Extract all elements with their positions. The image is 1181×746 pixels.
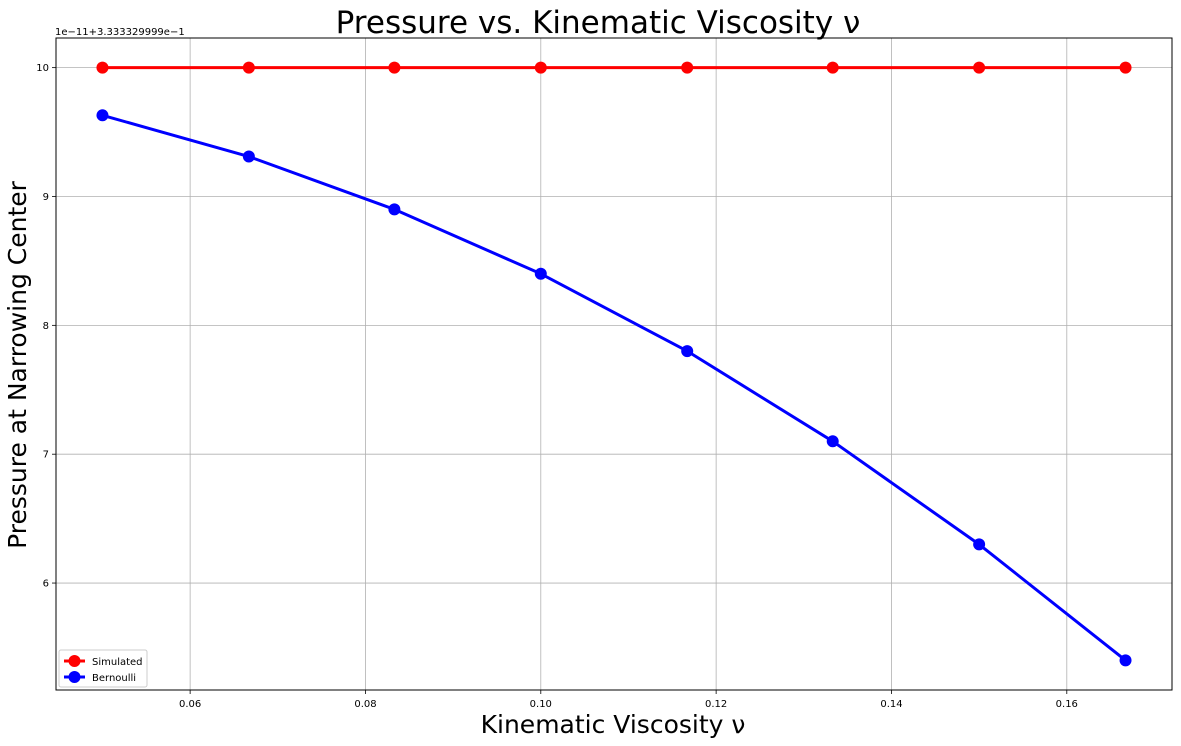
legend-marker-bernoulli — [68, 671, 81, 683]
data-point-bernoulli — [388, 203, 401, 216]
data-point-simulated — [534, 61, 547, 74]
y-tick-label: 8 — [43, 321, 49, 332]
x-tick-label: 0.10 — [530, 699, 552, 710]
y-tick-label: 9 — [43, 192, 49, 203]
series-simulated — [96, 61, 1132, 74]
y-tick-label: 6 — [43, 579, 49, 590]
x-tick-label: 0.08 — [354, 699, 376, 710]
data-point-bernoulli — [534, 267, 547, 280]
data-point-simulated — [242, 61, 255, 74]
legend: Simulated Bernoulli — [58, 649, 148, 688]
y-tick-label: 10 — [36, 63, 49, 74]
data-point-simulated — [96, 61, 109, 74]
data-point-bernoulli — [96, 109, 109, 122]
y-offset-label: 1e−11+3.333329999e−1 — [55, 27, 185, 38]
series-bernoulli — [96, 109, 1132, 667]
plot-frame — [55, 37, 1173, 691]
data-point-bernoulli — [1119, 654, 1132, 667]
x-tick-label: 0.06 — [179, 699, 201, 710]
data-point-simulated — [681, 61, 694, 74]
data-point-bernoulli — [826, 435, 839, 448]
series-layer — [96, 61, 1132, 667]
data-point-bernoulli — [242, 150, 255, 163]
x-axis-ticks: 0.06 0.08 0.10 0.12 0.14 0.16 — [179, 690, 1078, 710]
chart-title: Pressure vs. Kinematic Viscosity ν — [336, 5, 861, 41]
x-tick-label: 0.12 — [705, 699, 727, 710]
y-axis-ticks: 6 7 8 9 10 — [36, 63, 56, 590]
legend-label-simulated: Simulated — [92, 657, 143, 668]
data-point-simulated — [1119, 61, 1132, 74]
data-point-simulated — [973, 61, 986, 74]
data-point-bernoulli — [681, 345, 694, 358]
series-line-bernoulli — [102, 113, 1127, 662]
x-tick-label: 0.14 — [880, 699, 902, 710]
legend-marker-simulated — [68, 655, 81, 667]
x-axis-label: Kinematic Viscosity ν — [481, 710, 746, 739]
y-axis-label: Pressure at Narrowing Center — [3, 180, 32, 549]
x-tick-label: 0.16 — [1056, 699, 1078, 710]
legend-label-bernoulli: Bernoulli — [92, 673, 136, 684]
data-point-simulated — [826, 61, 839, 74]
y-tick-label: 7 — [43, 450, 49, 461]
data-point-bernoulli — [973, 538, 986, 551]
data-point-simulated — [388, 61, 401, 74]
